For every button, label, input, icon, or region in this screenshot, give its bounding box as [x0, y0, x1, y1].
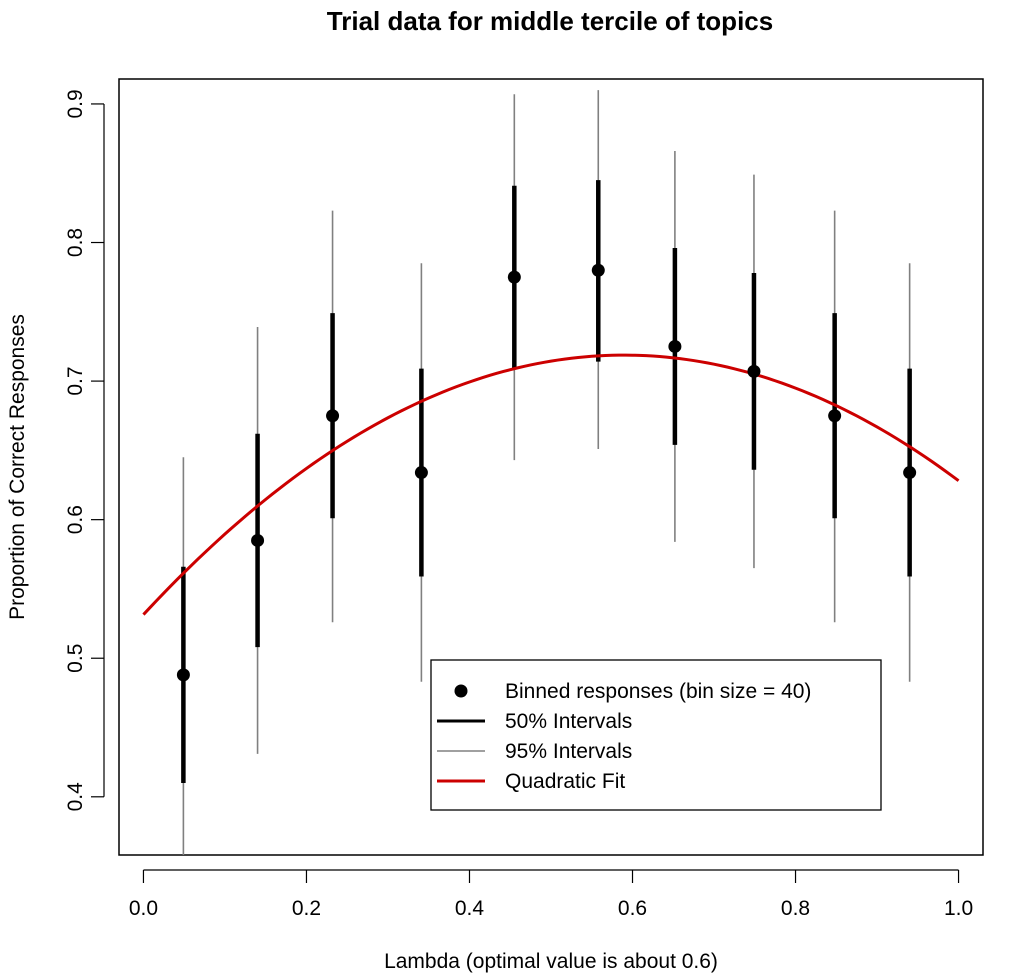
- x-tick-label: 0.4: [455, 897, 485, 920]
- data-point: [747, 364, 761, 378]
- legend-label: 50% Intervals: [505, 710, 632, 733]
- y-tick-label: 0.8: [64, 228, 87, 257]
- x-tick-label: 0.2: [292, 897, 321, 920]
- quadratic-fit-line: [142, 353, 960, 616]
- plot-frame: [118, 78, 984, 856]
- x-tick-label: 0.6: [618, 897, 647, 920]
- x-tick-label: 1.0: [944, 897, 973, 920]
- chart-title: Trial data for middle tercile of topics: [327, 6, 773, 36]
- axes: 0.0 0.2 0.4 0.6 0.8 1.0 0.4 0.5 0.6 0.7 0.8 0.9: [64, 89, 973, 920]
- data-point: [251, 533, 265, 547]
- y-tick-label: 0.7: [64, 366, 87, 395]
- legend-label: Binned responses (bin size = 40): [505, 680, 811, 703]
- data-point: [176, 668, 190, 682]
- x-axis-label: Lambda (optimal value is about 0.6): [384, 950, 718, 973]
- data-point: [668, 339, 682, 353]
- fit-layer: [142, 353, 960, 616]
- legend-label: Quadratic Fit: [505, 770, 625, 793]
- legend-box: [430, 659, 882, 811]
- y-tick-label: 0.6: [64, 505, 87, 534]
- legend-point-symbol: [454, 684, 468, 698]
- data-point: [414, 466, 428, 480]
- x-tick-label: 0.8: [781, 897, 810, 920]
- x-tick-label: 0.0: [129, 897, 158, 920]
- data-point: [591, 263, 605, 277]
- legend-label: 95% Intervals: [505, 740, 632, 763]
- y-axis-label: Proportion of Correct Responses: [6, 314, 29, 620]
- y-tick-label: 0.4: [64, 782, 87, 812]
- data-point: [903, 466, 917, 480]
- points-layer: [176, 263, 917, 682]
- data-point: [828, 409, 842, 423]
- legend: Binned responses (bin size = 40) 50% Inte…: [430, 659, 882, 811]
- data-point: [507, 270, 521, 284]
- data-point: [326, 409, 340, 423]
- y-tick-label: 0.5: [64, 644, 87, 673]
- y-tick-label: 0.9: [64, 89, 87, 118]
